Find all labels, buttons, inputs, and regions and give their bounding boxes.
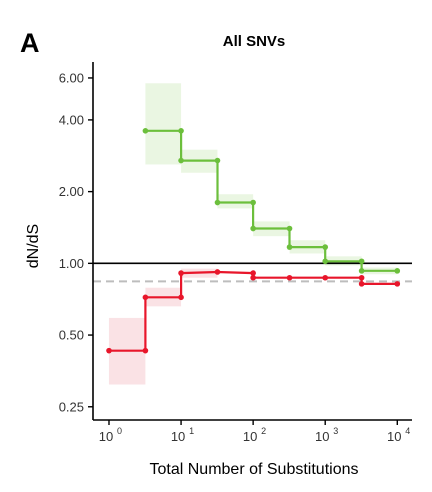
data-point <box>286 274 293 281</box>
data-point <box>322 274 329 281</box>
data-point <box>142 294 149 301</box>
x-tick-label: 10 <box>99 429 113 444</box>
data-point <box>214 199 221 206</box>
data-point <box>322 244 329 250</box>
panel-label: A <box>20 28 40 58</box>
data-point <box>358 258 365 265</box>
ci-band-series-0 <box>145 83 182 165</box>
x-tick-label: 10 <box>387 429 401 444</box>
x-axis-title: Total Number of Substitutions <box>150 461 359 478</box>
data-point <box>286 225 293 232</box>
data-point <box>178 128 184 134</box>
data-point <box>286 244 293 250</box>
x-tick-label: 10 <box>171 429 185 444</box>
data-point <box>178 157 184 164</box>
y-tick-label: 2.00 <box>59 184 84 199</box>
data-point <box>358 274 365 281</box>
data-point <box>250 199 256 206</box>
x-tick-label: 10 <box>315 429 329 444</box>
x-tick-label: 10 <box>243 429 257 444</box>
data-point <box>106 347 112 354</box>
x-tick-exponent: 1 <box>189 426 194 436</box>
data-point <box>358 268 365 274</box>
plot-area <box>93 83 412 385</box>
y-tick-label: 6.00 <box>59 70 84 85</box>
data-point <box>394 268 401 274</box>
ci-band-series-0 <box>217 194 254 209</box>
axes: 0.25 0.50 1.00 2.00 4.00 6.00 10 0 10 1 10 2 10 3 10 4 <box>59 62 412 444</box>
data-point <box>250 270 256 276</box>
series-line-1 <box>109 270 398 352</box>
data-point <box>394 281 401 287</box>
x-tick-exponent: 3 <box>333 426 338 436</box>
data-point <box>358 281 365 287</box>
y-tick-label: 0.50 <box>59 328 84 343</box>
y-tick-label: 1.00 <box>59 256 84 271</box>
data-point <box>178 270 184 276</box>
data-point <box>250 274 256 281</box>
data-point <box>142 128 149 134</box>
y-tick-label: 4.00 <box>59 112 84 127</box>
y-tick-label: 0.25 <box>59 399 84 414</box>
x-tick-exponent: 2 <box>261 426 266 436</box>
series-line-0 <box>145 129 398 272</box>
data-point <box>250 225 256 232</box>
data-point <box>214 157 221 164</box>
data-point <box>178 294 184 301</box>
data-point <box>322 258 329 265</box>
data-point <box>214 269 221 275</box>
data-point <box>142 347 149 354</box>
y-axis-title: dN/dS <box>25 224 42 268</box>
x-tick-exponent: 4 <box>405 426 410 436</box>
chart-title: All SNVs <box>223 33 286 50</box>
x-tick-exponent: 0 <box>117 426 122 436</box>
